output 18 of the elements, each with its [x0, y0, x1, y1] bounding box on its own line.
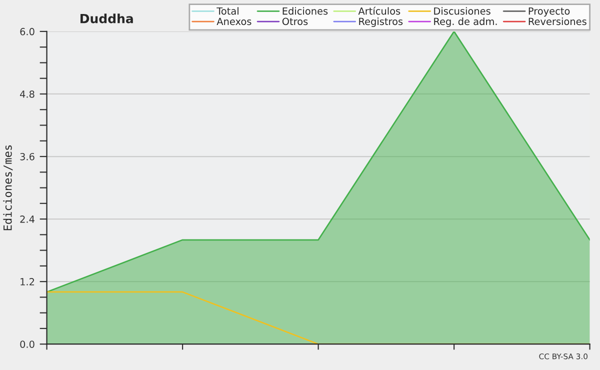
legend-label: Proyecto — [528, 7, 570, 17]
y-tick-label: 3.6 — [20, 152, 34, 160]
legend-label: Otros — [282, 18, 308, 26]
legend-label: Ediciones — [282, 7, 328, 15]
y-axis-title: Ediciones/mes — [3, 145, 13, 230]
y-tick-label: 4.8 — [20, 90, 34, 98]
legend-label: Artículos — [358, 6, 400, 15]
legend-label: Reversiones — [528, 18, 586, 26]
y-tick-label: 6.0 — [20, 28, 34, 36]
y-tick-label: 1.2 — [20, 278, 34, 286]
chart-title: Duddha — [80, 14, 133, 24]
legend-label: Anexos — [216, 18, 252, 26]
legend-label: Reg. de adm. — [434, 18, 497, 27]
legend-label: Total — [216, 7, 238, 15]
legend-label: Registros — [359, 18, 403, 27]
legend-label: Discusiones — [434, 7, 490, 15]
y-tick-label: 0.0 — [20, 340, 34, 348]
y-tick-label: 2.4 — [20, 216, 34, 223]
